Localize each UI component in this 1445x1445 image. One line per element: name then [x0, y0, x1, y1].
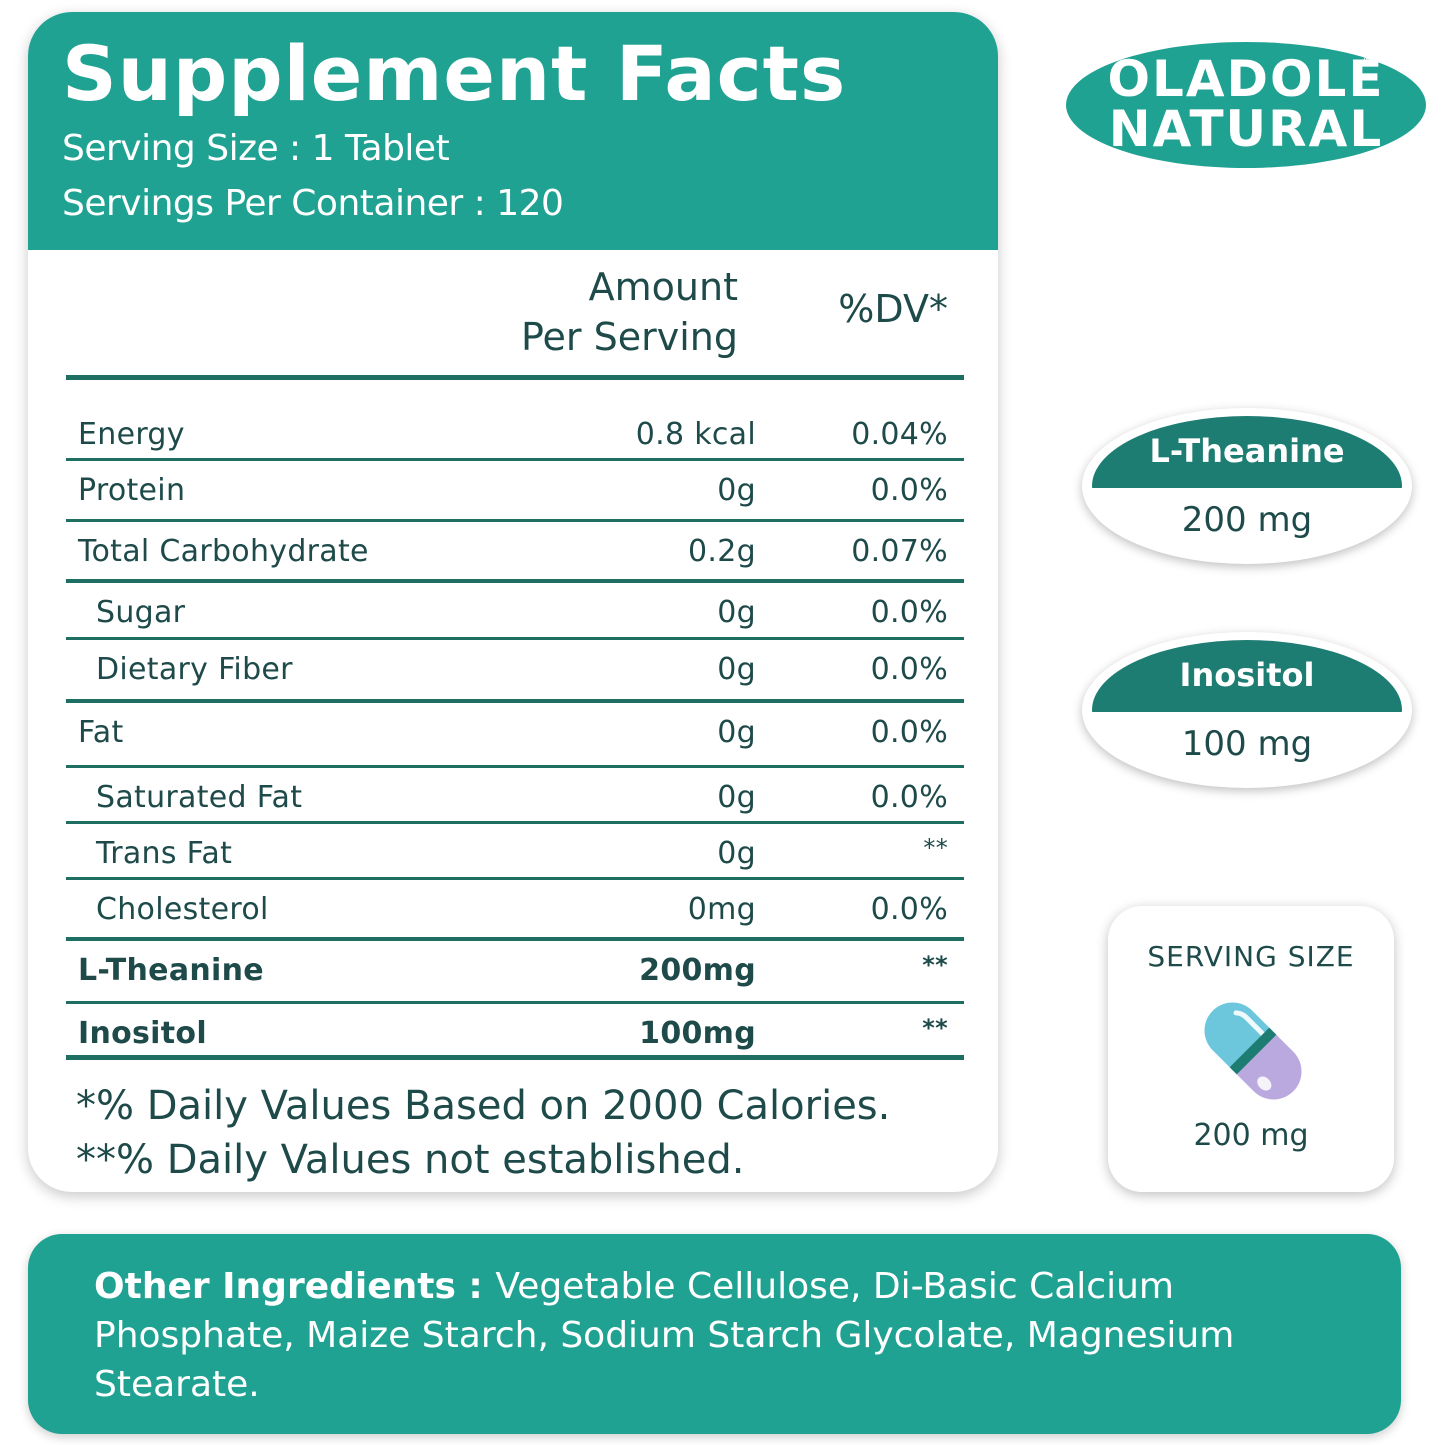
row-name: Saturated Fat [96, 780, 303, 815]
column-header-amount-line2: Per Serving [520, 315, 738, 359]
row-amount: 0.2g [688, 534, 756, 569]
serving-card-value: 200 mg [1193, 1118, 1309, 1153]
table-row: Total Carbohydrate 0.2g 0.07% [66, 522, 964, 583]
row-amount: 0.8 kcal [635, 417, 756, 452]
header-rule [66, 375, 964, 380]
badge-label: L-Theanine [1149, 432, 1345, 470]
row-divider [66, 579, 964, 583]
table-row: Trans Fat 0g ** [66, 824, 964, 880]
row-name: Dietary Fiber [96, 652, 293, 687]
row-amount: 0g [717, 473, 756, 508]
row-divider [66, 1055, 964, 1060]
row-amount: 0g [717, 836, 756, 871]
brand-logo: OLADOLE NATURAL ® [1066, 42, 1426, 168]
row-name: L-Theanine [78, 953, 264, 988]
row-name: Energy [78, 417, 185, 452]
row-amount: 100mg [639, 1016, 756, 1051]
badge-top-shape [1092, 640, 1402, 780]
row-name: Inositol [78, 1016, 207, 1051]
row-dv: ** [922, 1014, 948, 1042]
row-name: Fat [78, 715, 124, 750]
column-header-amount: Amount Per Serving [521, 262, 738, 362]
other-ingredients-text: Other Ingredients : Vegetable Cellulose,… [94, 1262, 1344, 1409]
other-ingredients-label: Other Ingredients : [94, 1266, 496, 1307]
row-dv: 0.07% [851, 534, 948, 569]
row-dv: 0.04% [851, 417, 948, 452]
table-row: Energy 0.8 kcal 0.04% [66, 405, 964, 461]
supplement-facts-card: Supplement Facts Serving Size : 1 Tablet… [28, 12, 998, 1192]
row-name: Trans Fat [96, 836, 233, 871]
table-row: Protein 0g 0.0% [66, 461, 964, 522]
other-ingredients-list: Vegetable Cellulose, Di-Basic Calcium Ph… [94, 1266, 1235, 1405]
table-row: Dietary Fiber 0g 0.0% [66, 640, 964, 703]
badge-value: 200 mg [1181, 500, 1313, 540]
serving-size: Serving Size : 1 Tablet [62, 128, 450, 169]
facts-title: Supplement Facts [62, 29, 847, 118]
row-name: Cholesterol [96, 892, 269, 927]
serving-size-card: SERVING SIZE 200 mg [1108, 906, 1394, 1192]
row-dv: 0.0% [870, 780, 948, 815]
table-row: Fat 0g 0.0% [66, 703, 964, 768]
badge-value: 100 mg [1181, 724, 1313, 764]
logo-line2: NATURAL [1108, 100, 1384, 158]
row-dv: ** [923, 834, 948, 862]
row-dv: 0.0% [870, 892, 948, 927]
row-name: Protein [78, 473, 186, 508]
table-row: Inositol 100mg ** [66, 1004, 964, 1060]
row-name: Total Carbohydrate [78, 534, 369, 569]
row-amount: 0g [717, 652, 756, 687]
row-divider [66, 877, 964, 880]
row-name: Sugar [96, 595, 186, 630]
other-ingredients-panel: Other Ingredients : Vegetable Cellulose,… [28, 1234, 1401, 1434]
table-row: L-Theanine 200mg ** [66, 941, 964, 1004]
serving-card-title: SERVING SIZE [1147, 940, 1355, 973]
registered-mark: ® [1362, 54, 1374, 68]
row-amount: 0g [717, 595, 756, 630]
row-dv: 0.0% [870, 715, 948, 750]
row-amount: 0g [717, 780, 756, 815]
row-divider [66, 699, 964, 703]
row-dv: 0.0% [870, 473, 948, 508]
row-divider [66, 519, 964, 522]
row-divider [66, 637, 964, 640]
footnote-daily-values: *% Daily Values Based on 2000 Calories. [76, 1083, 891, 1129]
footnote-not-established: **% Daily Values not established. [76, 1137, 745, 1183]
table-row: Cholesterol 0mg 0.0% [66, 880, 964, 941]
table-row: Sugar 0g 0.0% [66, 583, 964, 640]
column-header-dv: %DV* [838, 287, 948, 331]
badge-l-theanine: L-Theanine 200 mg [1082, 408, 1412, 564]
capsule-icon [1204, 1002, 1302, 1100]
row-divider [66, 765, 964, 768]
row-divider [66, 821, 964, 824]
logo-line1: OLADOLE [1107, 50, 1385, 108]
badge-top-shape [1092, 416, 1402, 556]
servings-per-container: Servings Per Container : 120 [62, 183, 564, 224]
row-dv: 0.0% [870, 652, 948, 687]
row-divider [66, 937, 964, 941]
row-dv: 0.0% [870, 595, 948, 630]
row-divider [66, 1001, 964, 1004]
row-divider [66, 458, 964, 461]
row-dv: ** [922, 951, 948, 979]
badge-label: Inositol [1179, 656, 1315, 694]
row-amount: 0mg [687, 892, 756, 927]
facts-header: Supplement Facts Serving Size : 1 Tablet… [28, 12, 998, 250]
table-row: Saturated Fat 0g 0.0% [66, 768, 964, 824]
column-header-amount-line1: Amount [588, 265, 738, 309]
badge-inositol: Inositol 100 mg [1082, 632, 1412, 788]
row-amount: 200mg [639, 953, 756, 988]
row-amount: 0g [717, 715, 756, 750]
